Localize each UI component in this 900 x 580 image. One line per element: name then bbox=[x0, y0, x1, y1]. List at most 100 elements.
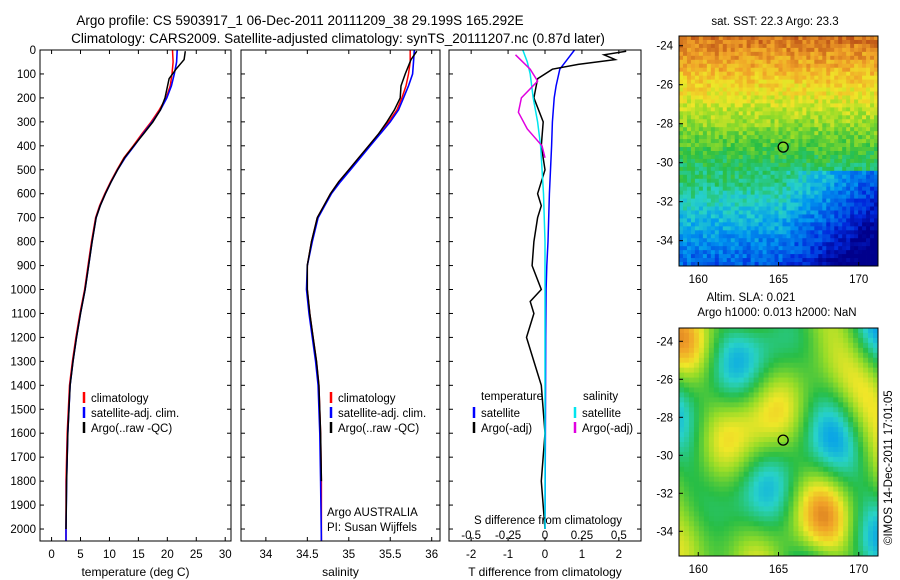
heatmap-cell bbox=[834, 123, 839, 128]
heatmap-cell bbox=[722, 75, 728, 81]
heatmap-cell bbox=[682, 202, 688, 207]
heatmap-cell bbox=[846, 226, 851, 231]
heatmap-cell bbox=[794, 87, 799, 92]
heatmap-cell bbox=[686, 36, 692, 41]
heatmap-cell bbox=[778, 521, 784, 527]
heatmap-cell bbox=[870, 47, 875, 53]
heatmap-cell bbox=[814, 99, 819, 104]
heatmap-cell bbox=[858, 190, 863, 196]
heatmap-cell bbox=[734, 47, 740, 53]
heatmap-cell bbox=[794, 127, 799, 132]
heatmap-cell bbox=[806, 246, 811, 251]
heatmap-cell bbox=[803, 387, 809, 393]
heatmap-cell bbox=[742, 55, 748, 61]
heatmap-cell bbox=[698, 496, 705, 502]
heatmap-cell bbox=[862, 51, 867, 57]
heatmap-cell bbox=[690, 119, 696, 124]
heatmap-cell bbox=[773, 481, 779, 488]
heatmap-cell bbox=[846, 127, 851, 132]
heatmap-cell bbox=[713, 471, 720, 478]
heatmap-cell bbox=[788, 412, 794, 418]
heatmap-cell bbox=[828, 357, 834, 364]
heatmap-cell bbox=[734, 226, 740, 231]
heatmap-cell bbox=[838, 476, 844, 483]
heatmap-cell bbox=[702, 154, 708, 160]
heatmap-cell bbox=[803, 491, 809, 497]
heatmap-cell bbox=[726, 170, 732, 176]
heatmap-cell bbox=[786, 162, 791, 168]
heatmap-cell bbox=[773, 342, 779, 349]
heatmap-cell bbox=[738, 466, 745, 473]
heatmap-cell bbox=[810, 226, 815, 231]
heatmap-cell bbox=[818, 342, 824, 349]
heatmap-cell bbox=[766, 55, 771, 61]
heatmap-cell bbox=[734, 218, 740, 223]
heatmap-cell bbox=[806, 198, 811, 203]
heatmap-cell bbox=[782, 246, 787, 251]
heatmap-cell bbox=[693, 451, 700, 458]
heatmap-cell bbox=[834, 158, 839, 164]
heatmap-cell bbox=[770, 36, 775, 41]
heatmap-cell bbox=[846, 210, 851, 215]
heatmap-cell bbox=[758, 47, 763, 53]
heatmap-cell bbox=[818, 95, 823, 100]
heatmap-cell bbox=[688, 521, 695, 527]
axes-frame bbox=[678, 35, 879, 267]
heatmap-cell bbox=[688, 332, 695, 339]
heatmap-cell bbox=[838, 427, 844, 433]
heatmap-cell bbox=[782, 83, 787, 88]
heatmap-cell bbox=[803, 337, 809, 344]
heatmap-cell bbox=[734, 87, 740, 92]
heatmap-cell bbox=[846, 135, 851, 140]
heatmap-cell bbox=[688, 496, 695, 502]
heatmap-cell bbox=[754, 210, 759, 215]
heatmap-cell bbox=[834, 194, 839, 199]
heatmap-cell bbox=[788, 536, 794, 542]
heatmap-cell bbox=[698, 83, 704, 88]
heatmap-cell bbox=[838, 367, 844, 374]
heatmap-cell bbox=[786, 214, 791, 219]
heatmap-cell bbox=[833, 446, 839, 453]
heatmap-cell bbox=[868, 387, 874, 393]
heatmap-cell bbox=[802, 147, 807, 152]
heatmap-cell bbox=[788, 347, 794, 354]
heatmap-cell bbox=[728, 486, 735, 492]
heatmap-cell bbox=[746, 59, 752, 65]
heatmap-cell bbox=[868, 377, 874, 383]
heatmap-cell bbox=[822, 238, 827, 243]
heatmap-cell bbox=[774, 99, 779, 104]
heatmap-cell bbox=[838, 182, 843, 188]
heatmap-cell bbox=[743, 546, 750, 552]
heatmap-cell bbox=[788, 437, 794, 443]
heatmap-cell bbox=[694, 47, 700, 53]
heatmap-cell bbox=[682, 55, 688, 61]
heatmap-cell bbox=[758, 190, 763, 196]
heatmap-cell bbox=[766, 206, 771, 211]
heatmap-cell bbox=[718, 87, 724, 92]
heatmap-cell bbox=[870, 143, 875, 148]
heatmap-cell bbox=[742, 254, 748, 259]
heatmap-cell bbox=[838, 166, 843, 172]
heatmap-cell bbox=[690, 79, 696, 84]
heatmap-cell bbox=[798, 206, 803, 211]
heatmap-cell bbox=[818, 103, 823, 108]
heatmap-cell bbox=[870, 258, 875, 263]
heatmap-cell bbox=[762, 63, 767, 69]
heatmap-cell bbox=[858, 63, 863, 69]
heatmap-cell bbox=[748, 352, 755, 359]
heatmap-cell bbox=[828, 486, 834, 492]
heatmap-cell bbox=[763, 402, 769, 408]
heatmap-cell bbox=[830, 206, 835, 211]
heatmap-cell bbox=[863, 402, 869, 408]
heatmap-cell bbox=[734, 222, 740, 227]
heatmap-cell bbox=[806, 178, 811, 184]
heatmap-cell bbox=[850, 186, 855, 192]
heatmap-cell bbox=[782, 71, 787, 77]
heatmap-cell bbox=[813, 397, 819, 403]
heatmap-cell bbox=[713, 397, 720, 403]
heatmap-cell bbox=[794, 202, 799, 207]
heatmap-cell bbox=[798, 170, 803, 176]
heatmap-cell bbox=[874, 139, 879, 144]
heatmap-cell bbox=[679, 111, 684, 116]
heatmap-cell bbox=[838, 456, 844, 463]
